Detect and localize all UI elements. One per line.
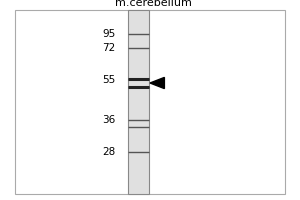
Text: m.cerebellum: m.cerebellum — [115, 0, 191, 8]
Text: 95: 95 — [102, 29, 116, 39]
Text: 72: 72 — [102, 43, 116, 53]
Text: 36: 36 — [102, 115, 116, 125]
Bar — [128, 10, 148, 194]
Text: 28: 28 — [102, 147, 116, 157]
Polygon shape — [150, 77, 164, 89]
Text: 55: 55 — [102, 75, 116, 85]
